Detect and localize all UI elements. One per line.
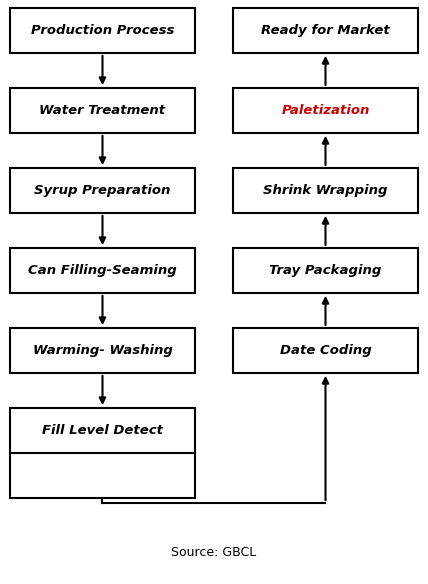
- Text: Fill Level Detect: Fill Level Detect: [42, 424, 163, 437]
- Bar: [10, 408, 195, 453]
- Text: Date Coding: Date Coding: [279, 344, 372, 357]
- Bar: [10, 8, 195, 53]
- Text: Ready for Market: Ready for Market: [261, 24, 390, 37]
- Text: Warming- Washing: Warming- Washing: [33, 344, 172, 357]
- Bar: [10, 453, 195, 498]
- Bar: [10, 248, 195, 293]
- Text: Source: GBCL: Source: GBCL: [171, 547, 257, 559]
- Bar: [233, 8, 418, 53]
- Bar: [233, 168, 418, 213]
- Text: Syrup Preparation: Syrup Preparation: [34, 184, 171, 197]
- Text: Shrink Wrapping: Shrink Wrapping: [263, 184, 388, 197]
- Bar: [10, 88, 195, 133]
- Text: Can Filling-Seaming: Can Filling-Seaming: [28, 264, 177, 277]
- Bar: [233, 328, 418, 373]
- Bar: [233, 248, 418, 293]
- Text: Production Process: Production Process: [31, 24, 174, 37]
- Text: Paletization: Paletization: [281, 104, 370, 117]
- Text: Water Treatment: Water Treatment: [39, 104, 166, 117]
- Bar: [233, 88, 418, 133]
- Bar: [10, 328, 195, 373]
- Bar: [10, 168, 195, 213]
- Text: Tray Packaging: Tray Packaging: [269, 264, 382, 277]
